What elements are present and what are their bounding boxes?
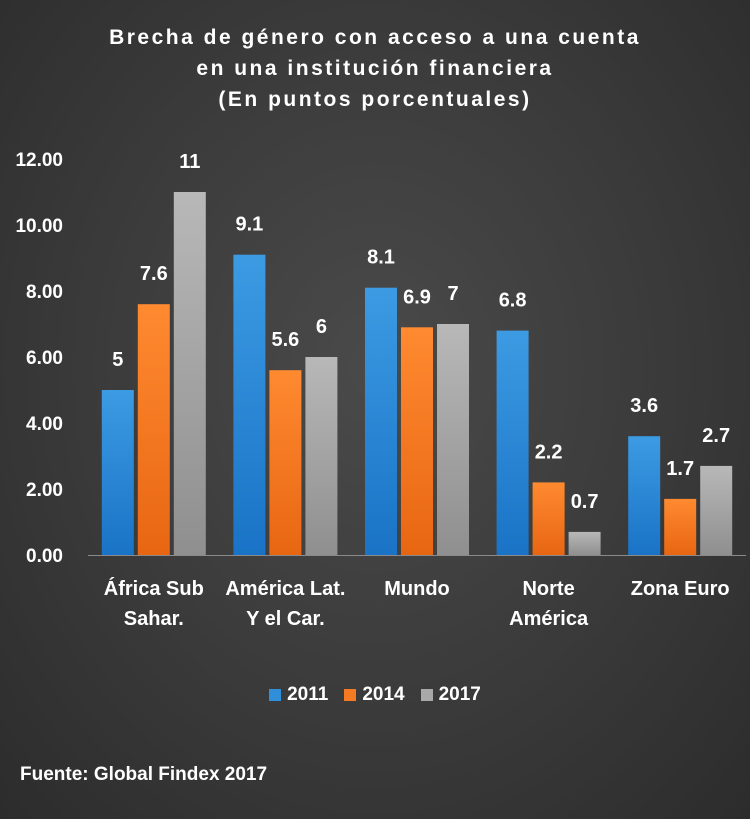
legend-label-2014: 2014 (362, 684, 405, 705)
bar-2017-3 (568, 531, 601, 555)
x-category-label: Y el Car. (246, 608, 325, 630)
y-tick-label: 4.00 (26, 414, 63, 435)
y-tick-label: 2.00 (26, 480, 63, 501)
legend-item-2011: 2011 (269, 684, 328, 706)
data-label-2014-3: 2.2 (535, 441, 563, 463)
chart-title: Brecha de género con acceso a una cuenta… (0, 22, 750, 115)
legend-swatch-2011 (269, 689, 282, 701)
data-label-2017-0: 11 (179, 151, 200, 173)
legend-swatch-2017 (420, 689, 433, 701)
data-label-2017-3: 0.7 (571, 491, 599, 513)
x-category-label: Zona Euro (631, 578, 730, 600)
legend-swatch-2014 (344, 689, 357, 701)
legend: 2011 2014 2017 (0, 684, 750, 706)
bar-2017-0 (173, 192, 206, 555)
bar-2011-0 (101, 390, 134, 555)
data-label-2011-0: 5 (112, 349, 123, 371)
x-category-label: Sahar. (124, 608, 184, 630)
bar-2017-2 (437, 324, 469, 555)
legend-label-2017: 2017 (438, 684, 481, 705)
bar-2014-4 (664, 498, 697, 555)
bar-2011-1 (233, 254, 266, 555)
x-category-label: América (509, 608, 589, 630)
legend-item-2014: 2014 (344, 684, 405, 706)
x-category-label: África Sub (104, 577, 204, 600)
y-axis: 0.00 2.00 4.00 6.00 8.00 10.00 12.00 (15, 150, 63, 567)
data-label-2011-3: 6.8 (499, 290, 527, 312)
y-tick-label: 8.00 (26, 282, 63, 303)
data-label-2011-4: 3.6 (630, 395, 658, 417)
legend-label-2011: 2011 (287, 684, 329, 705)
data-label-2011-1: 9.1 (235, 214, 263, 236)
chart-title-line-1: Brecha de género con acceso a una cuenta (109, 26, 641, 49)
bar-2011-4 (628, 436, 661, 555)
x-category-label: América Lat. (225, 578, 345, 600)
bar-2011-3 (496, 330, 529, 555)
x-axis: África Sub Sahar. América Lat. Y el Car. Mun… (104, 577, 730, 630)
bar-2014-0 (137, 304, 170, 555)
data-label-2017-4: 2.7 (702, 425, 730, 447)
data-label-2014-2: 6.9 (403, 286, 431, 308)
data-labels: 5 7.6 11 9.1 5.6 6 8.1 6.9 7 6.8 2.2 0.7 3.6 1.7 2.7 (112, 151, 730, 513)
data-label-2014-4: 1.7 (666, 458, 694, 480)
chart-title-line-3: (En puntos porcentuales) (218, 88, 532, 111)
x-category-label: Norte (522, 578, 574, 600)
bar-2014-3 (532, 482, 565, 555)
bar-2017-1 (305, 357, 338, 555)
legend-item-2017: 2017 (420, 684, 481, 706)
chart-title-line-2: en una institución financiera (196, 57, 554, 80)
x-category-label: Mundo (384, 578, 450, 600)
data-label-2017-1: 6 (316, 316, 327, 338)
y-tick-label: 0.00 (26, 546, 63, 567)
y-tick-label: 10.00 (15, 216, 63, 237)
bar-2017-4 (700, 465, 733, 555)
bar-chart: 0.00 2.00 4.00 6.00 8.00 10.00 12.00 5 7.6 11 9.1… (15, 150, 746, 630)
data-label-2014-0: 7.6 (140, 263, 168, 285)
bars (101, 192, 733, 555)
y-tick-label: 6.00 (26, 348, 63, 369)
data-label-2011-2: 8.1 (367, 247, 395, 269)
bar-2014-2 (401, 327, 433, 555)
source-note: Fuente: Global Findex 2017 (20, 764, 268, 785)
data-label-2017-2: 7 (447, 283, 458, 305)
data-label-2014-1: 5.6 (271, 329, 299, 351)
y-tick-label: 12.00 (15, 150, 63, 171)
bar-2011-2 (365, 287, 397, 555)
bar-2014-1 (269, 370, 302, 555)
